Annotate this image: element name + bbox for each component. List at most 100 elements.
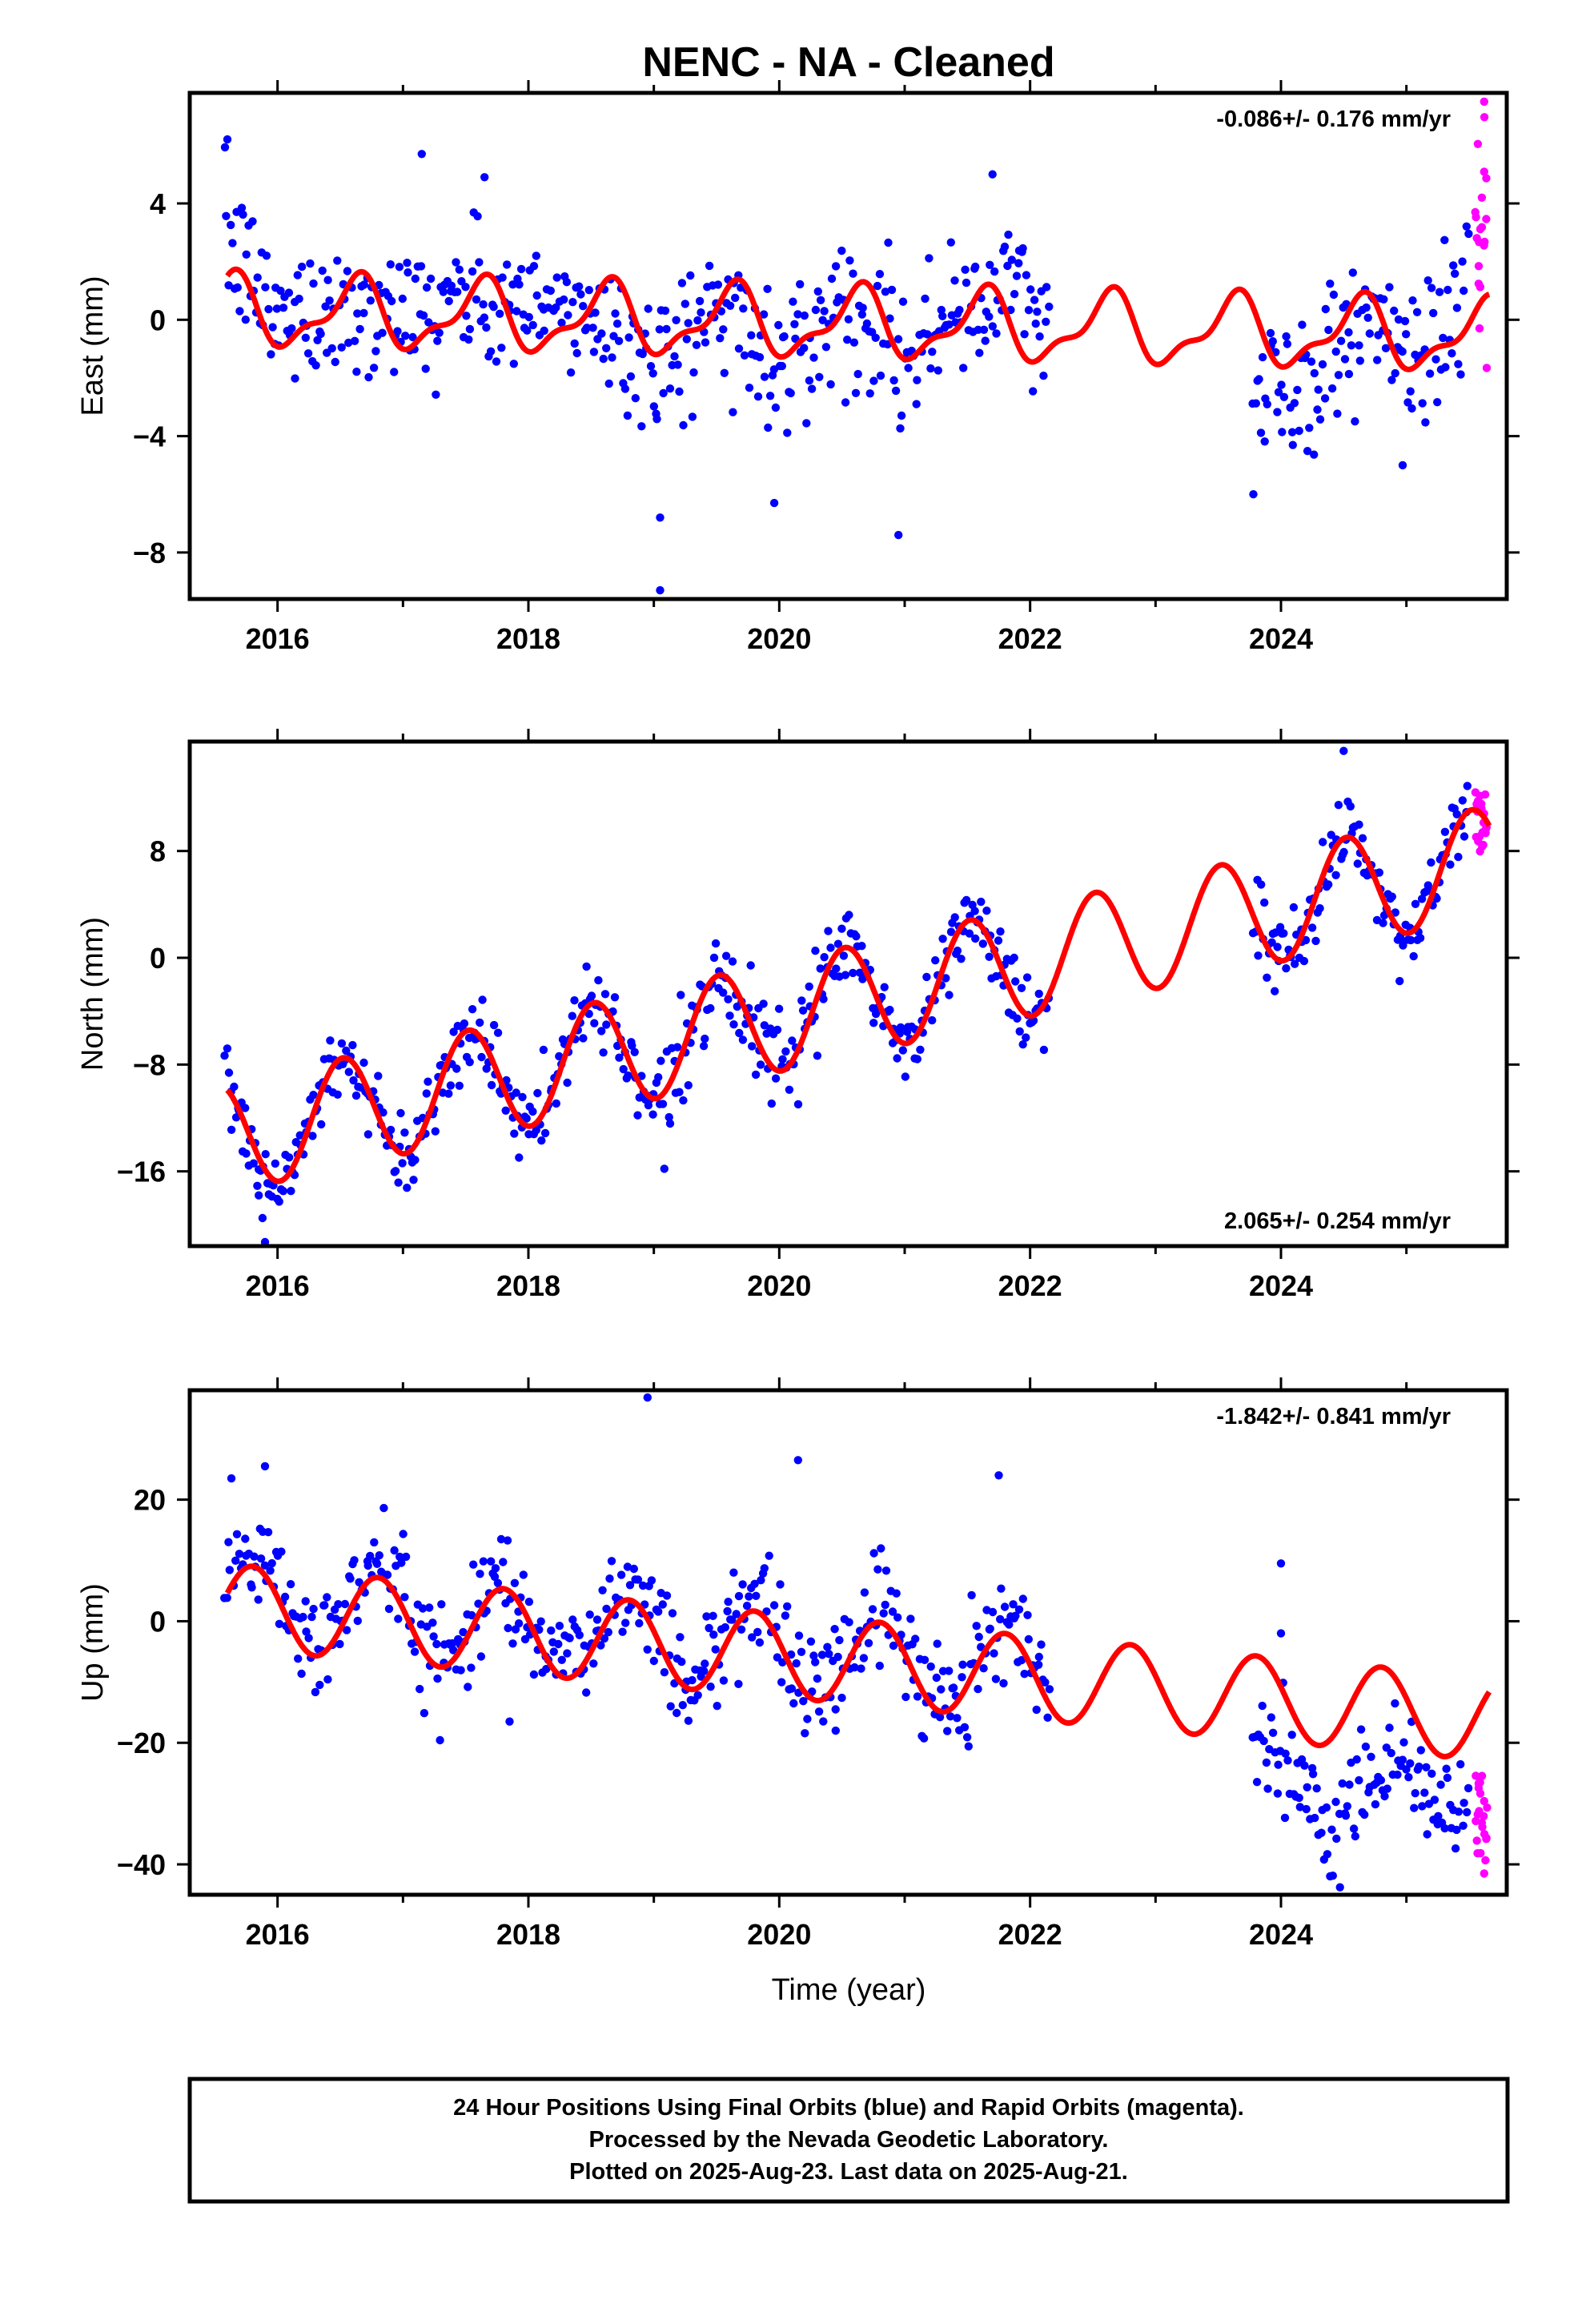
data-point: [318, 266, 327, 275]
data-point: [732, 1610, 741, 1618]
data-point: [970, 907, 979, 915]
data-point: [945, 991, 954, 999]
data-point: [394, 1614, 403, 1623]
data-point: [611, 309, 620, 318]
data-point: [1326, 279, 1335, 288]
data-point: [410, 1647, 420, 1656]
data-point: [911, 1634, 920, 1643]
data-point: [515, 280, 524, 289]
data-point: [555, 1051, 564, 1061]
data-point: [1473, 139, 1483, 148]
data-point: [546, 286, 555, 296]
data-point: [518, 1092, 527, 1102]
data-point: [1279, 929, 1288, 938]
data-point: [621, 1618, 630, 1627]
data-point: [449, 1646, 458, 1655]
data-point: [421, 364, 430, 373]
data-point: [317, 1120, 326, 1129]
data-point: [771, 1074, 781, 1083]
data-point: [304, 1634, 313, 1642]
data-point: [1254, 951, 1263, 960]
data-point: [1311, 1813, 1319, 1823]
data-point: [1328, 1872, 1338, 1880]
data-point: [1406, 387, 1415, 396]
data-point: [608, 353, 616, 362]
data-point: [401, 332, 410, 340]
data-point: [964, 1742, 974, 1751]
data-point: [1478, 1823, 1487, 1831]
data-point: [552, 1099, 560, 1108]
data-point: [898, 297, 908, 306]
data-point: [579, 302, 588, 311]
data-point: [673, 1708, 681, 1718]
outlier-point: [1480, 97, 1489, 107]
data-point: [885, 1005, 894, 1015]
data-point: [397, 1558, 406, 1567]
data-point: [880, 983, 889, 991]
data-point: [665, 1119, 675, 1128]
data-point: [751, 1070, 761, 1080]
data-point: [618, 1627, 627, 1636]
data-point: [855, 968, 865, 977]
data-point: [340, 1599, 350, 1609]
data-point: [223, 1594, 231, 1602]
data-point: [490, 1572, 500, 1582]
data-point: [542, 1664, 551, 1674]
data-point: [767, 1099, 776, 1108]
data-point: [528, 1107, 537, 1116]
series-rapid-orbits: [1471, 113, 1492, 372]
data-point: [739, 304, 748, 313]
data-point: [547, 1626, 556, 1635]
data-point: [604, 379, 613, 388]
data-point: [568, 1011, 576, 1020]
data-point: [539, 1045, 548, 1055]
data-point: [1348, 268, 1358, 277]
data-point: [508, 1639, 517, 1648]
data-point: [974, 325, 983, 334]
data-point: [637, 422, 646, 431]
outlier-point: [1398, 460, 1407, 470]
data-point: [731, 293, 740, 303]
data-point: [737, 1625, 746, 1634]
data-point: [721, 1622, 729, 1632]
data-point: [612, 320, 622, 328]
data-point: [781, 1047, 790, 1056]
footer-line-3: Plotted on 2025-Aug-23. Last data on 202…: [569, 2159, 1128, 2185]
data-point: [719, 325, 728, 334]
data-point: [658, 1600, 667, 1609]
data-point: [873, 1565, 882, 1574]
data-point: [419, 311, 428, 320]
data-point: [734, 1679, 743, 1688]
data-point: [820, 953, 829, 962]
data-point: [570, 996, 579, 1005]
data-point: [1480, 1796, 1489, 1806]
data-point: [756, 1060, 765, 1069]
data-point: [1295, 1803, 1305, 1811]
series-rapid-orbits: [1471, 788, 1492, 856]
data-point: [600, 990, 610, 999]
outlier-point: [988, 170, 997, 179]
data-point: [263, 1528, 273, 1537]
data-point: [1418, 1802, 1427, 1811]
data-point: [719, 988, 728, 997]
data-point: [747, 331, 756, 340]
data-point: [816, 296, 825, 304]
data-point: [1387, 376, 1396, 384]
data-point: [1480, 113, 1489, 122]
data-point: [1443, 285, 1452, 295]
data-point: [1408, 296, 1417, 305]
data-point: [416, 262, 426, 271]
data-point: [654, 1073, 663, 1082]
data-point: [624, 333, 633, 342]
data-point: [705, 261, 714, 271]
data-point: [462, 312, 471, 320]
data-point: [673, 360, 682, 369]
data-point: [1464, 229, 1473, 239]
data-point: [1410, 1803, 1419, 1812]
data-point: [773, 1025, 782, 1035]
data-point: [781, 1611, 790, 1620]
data-point: [271, 1159, 279, 1168]
data-point: [1391, 908, 1400, 917]
data-point: [1463, 782, 1472, 790]
east-panel: 2016 2018 2020 2022 2024 4 0 −4 −8 East (mm) -0.08…: [76, 80, 1520, 655]
